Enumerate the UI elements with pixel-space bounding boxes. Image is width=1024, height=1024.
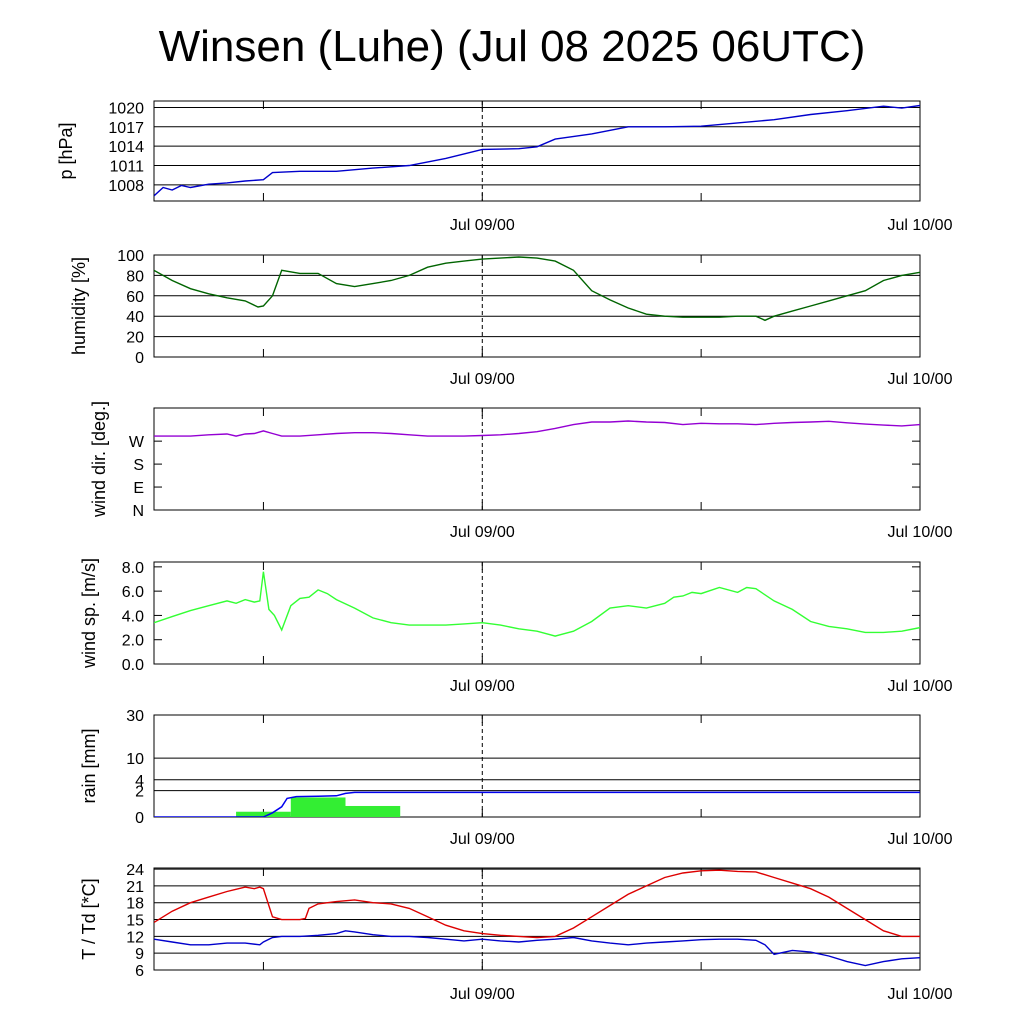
x-tick-label: Jul 10/00: [888, 371, 953, 388]
temperature-line: [154, 869, 920, 939]
panel-frame: [153, 407, 921, 511]
y-tick-label: 20: [126, 330, 144, 347]
y-tick-label: 9: [135, 946, 144, 963]
y-tick-label: 2: [135, 784, 144, 801]
panel-wind_speed: 0.0 2.0 4.0 6.0 8.0 Jul 09/00 Jul 10/00 wind sp…: [79, 558, 953, 695]
x-tick-label: Jul 09/00: [450, 986, 515, 1003]
rain-bar: [290, 797, 346, 817]
wind-speed-line: [154, 571, 920, 637]
y-tick-label: 24: [126, 862, 144, 879]
y-axis-title: rain [mm]: [79, 728, 99, 803]
y-tick-label: 0: [135, 350, 144, 367]
x-tick-label: Jul 10/00: [888, 831, 953, 848]
y-axis-title: p [hPa]: [56, 122, 76, 179]
plot-area: [154, 420, 920, 437]
panel-rain: 0 24 10 30 Jul 09/00 Jul 10/00 rain [mm]: [79, 708, 953, 848]
rain-accumulated-line: [154, 791, 920, 817]
plot-area: [154, 104, 920, 197]
y-tick-label: 1011: [110, 159, 145, 176]
x-tick-label: Jul 09/00: [450, 217, 515, 234]
rain-bar: [345, 805, 401, 817]
panel-humidity: 0 20 40 60 80 100 Jul 09/00 Jul 10/00 humidity […: [69, 248, 953, 388]
y-tick-label: 6.0: [122, 584, 144, 601]
y-tick-label: 1014: [108, 139, 144, 156]
y-tick-label: 15: [126, 913, 144, 930]
panel-frame: [153, 714, 921, 818]
wind-direction-line: [154, 420, 920, 437]
plot-area: [154, 571, 920, 637]
panel-frame: [153, 100, 921, 202]
y-tick-label: 1017: [108, 120, 144, 137]
y-tick-label: 4: [135, 773, 144, 790]
y-tick-label: 21: [126, 879, 144, 896]
y-tick-label: W: [129, 434, 145, 451]
panel-frame: [153, 867, 921, 971]
y-tick-label: 30: [126, 708, 144, 725]
x-tick-label: Jul 09/00: [450, 371, 515, 388]
rain-bar: [236, 811, 291, 817]
y-tick-label: N: [132, 503, 144, 520]
y-tick-label: 1020: [108, 100, 144, 117]
y-tick-label: 6: [135, 963, 144, 980]
y-tick-label: 4.0: [122, 608, 144, 625]
x-tick-label: Jul 10/00: [888, 986, 953, 1003]
x-tick-label: Jul 09/00: [450, 831, 515, 848]
y-tick-label: 8.0: [122, 560, 144, 577]
pressure-line: [154, 104, 920, 197]
y-tick-label: E: [133, 480, 144, 497]
y-tick-label: 2.0: [122, 633, 144, 650]
plot-area: [154, 869, 920, 967]
y-tick-label: 100: [117, 248, 144, 265]
x-tick-label: Jul 10/00: [888, 524, 953, 541]
y-axis-title: humidity [%]: [69, 257, 89, 355]
y-axis-title: wind dir. [deg.]: [89, 401, 109, 518]
plot-area: [154, 791, 920, 817]
y-tick-label: 18: [126, 896, 144, 913]
dewpoint-line: [154, 930, 920, 967]
x-tick-label: Jul 10/00: [888, 217, 953, 234]
y-tick-label: 1008: [108, 178, 144, 195]
x-tick-label: Jul 09/00: [450, 524, 515, 541]
y-tick-label: S: [133, 457, 144, 474]
panel-frame: [153, 561, 921, 665]
y-tick-label: 0: [135, 810, 144, 827]
chart-title: Winsen (Luhe) (Jul 08 2025 06UTC): [158, 22, 866, 71]
y-tick-label: 60: [126, 289, 144, 306]
y-tick-label: 40: [126, 309, 144, 326]
x-tick-label: Jul 10/00: [888, 678, 953, 695]
y-tick-label: 80: [126, 268, 144, 285]
y-tick-label: 12: [126, 929, 144, 946]
panel-pressure: 1008 1011 1014 1017 1020 Jul 09/00 Jul 10/00 p …: [56, 100, 953, 234]
y-tick-label: 10: [126, 751, 144, 768]
panel-frame: [153, 254, 921, 358]
plot-area: [154, 256, 920, 322]
x-tick-label: Jul 09/00: [450, 678, 515, 695]
humidity-line: [154, 256, 920, 322]
y-axis-title: wind sp. [m/s]: [79, 558, 99, 669]
y-axis-title: T / Td [*C]: [79, 878, 99, 959]
y-tick-label: 0.0: [122, 657, 144, 674]
